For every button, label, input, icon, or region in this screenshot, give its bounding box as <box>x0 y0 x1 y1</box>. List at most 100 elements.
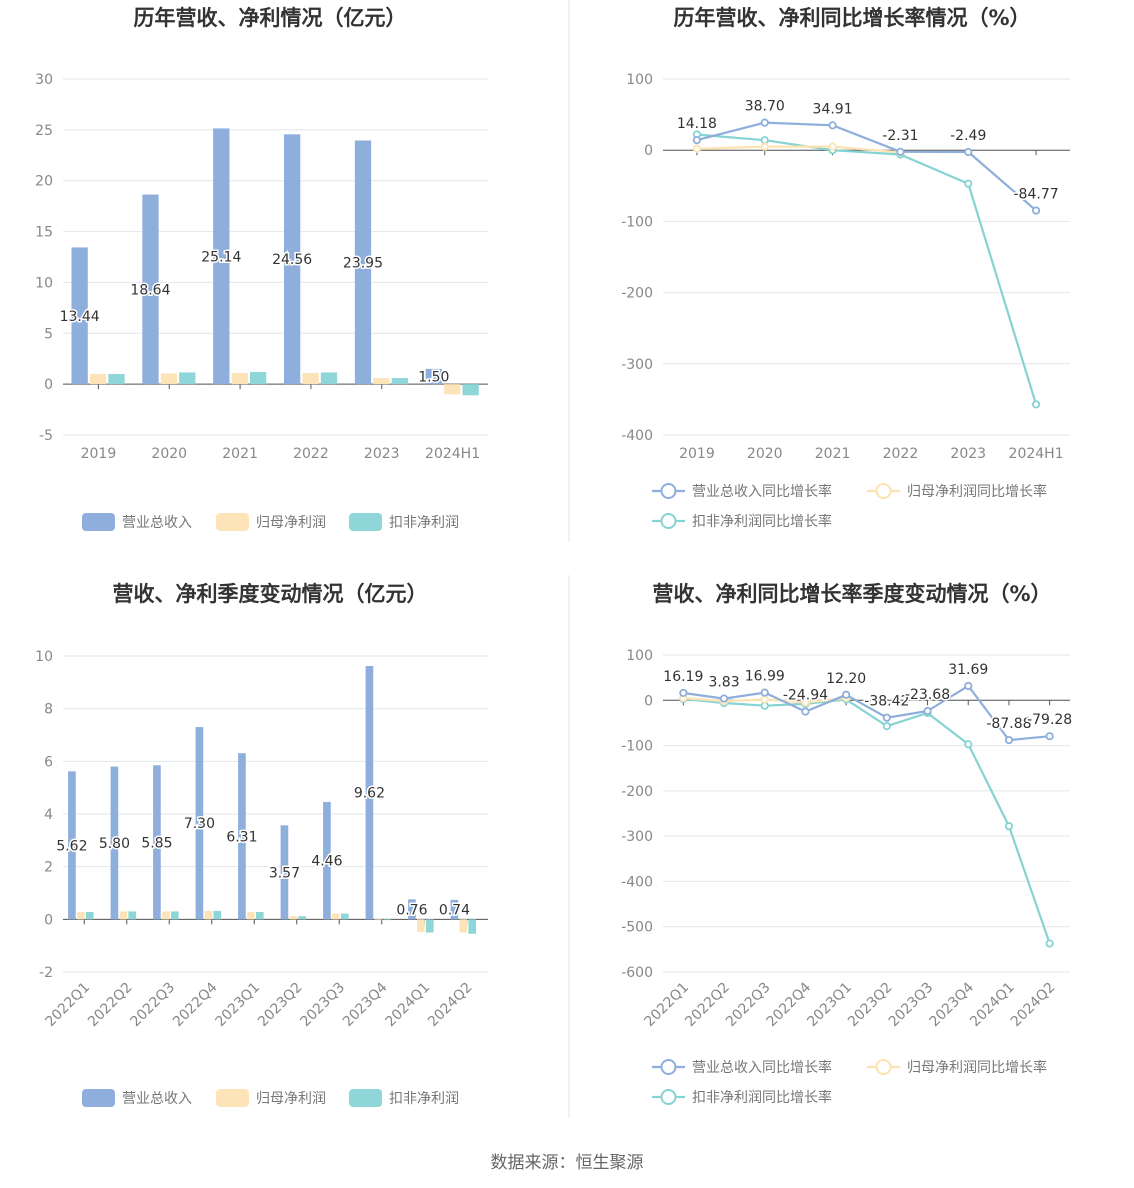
legend-label: 营业总收入同比增长率 <box>692 1059 832 1076</box>
bar-revenue <box>71 247 88 385</box>
data-label: 6.31 <box>226 829 257 845</box>
y-tick-label: -400 <box>621 428 653 444</box>
bar-net-profit <box>417 919 425 932</box>
y-tick-label: -100 <box>621 739 653 755</box>
bar-deducted-profit <box>255 911 264 920</box>
bar-deducted-profit <box>170 911 179 920</box>
x-tick-label: 2023Q4 <box>340 979 391 1030</box>
bar-deducted-profit <box>85 911 94 920</box>
data-label: 38.70 <box>745 99 785 115</box>
bar-deducted-profit <box>391 378 408 385</box>
bar-deducted-profit <box>179 372 196 385</box>
data-label: -38.42 <box>864 694 909 710</box>
x-tick-label: 2024Q1 <box>967 980 1018 1031</box>
x-tick-label: 2023Q3 <box>886 980 937 1031</box>
data-label: 24.56 <box>272 252 312 268</box>
series-point <box>964 179 973 188</box>
legend-swatch-marker <box>660 513 677 529</box>
series-point <box>692 136 702 145</box>
bar-net-profit <box>89 373 107 385</box>
y-tick-label: -200 <box>621 286 653 302</box>
data-label: -84.77 <box>1014 187 1059 203</box>
bar-revenue <box>323 801 331 920</box>
bar-deducted-profit <box>250 371 267 385</box>
series-point <box>760 136 769 145</box>
series-point <box>760 688 769 697</box>
x-tick-label: 2020 <box>747 446 783 462</box>
bar-net-profit <box>373 378 390 385</box>
bar-net-profit <box>444 384 461 395</box>
legend-swatch-marker <box>875 1059 892 1075</box>
x-tick-label: 2024Q1 <box>382 980 433 1031</box>
data-label: 18.64 <box>130 282 170 298</box>
legend-label: 营业总收入同比增长率 <box>692 483 832 500</box>
bar-revenue <box>354 140 372 385</box>
series-point <box>882 713 891 722</box>
bar-deducted-profit <box>320 372 338 385</box>
series-point <box>1045 732 1054 741</box>
legend-swatch <box>216 513 249 531</box>
data-label: -24.94 <box>783 688 828 704</box>
x-tick-label: 2024Q2 <box>1008 980 1059 1031</box>
series-line-revenue <box>683 684 1050 742</box>
x-tick-label: 2019 <box>679 446 715 462</box>
data-label: 0.76 <box>396 902 427 918</box>
bar-net-profit <box>247 911 255 920</box>
series-line-revenue <box>696 121 1037 212</box>
x-tick-label: 2023 <box>950 446 986 462</box>
x-tick-label: 2022Q3 <box>127 980 178 1031</box>
bar-net-profit <box>160 373 178 385</box>
y-tick-label: -400 <box>621 874 653 890</box>
data-label: 9.62 <box>354 786 385 802</box>
data-label: 16.19 <box>663 669 703 685</box>
x-tick-label: 2022Q2 <box>682 980 733 1031</box>
y-tick-label: -600 <box>621 965 653 981</box>
series-point <box>1031 400 1041 409</box>
data-label: 3.57 <box>269 865 300 881</box>
legend-label: 扣非净利润 <box>389 515 459 531</box>
series-point <box>882 721 891 731</box>
series-point <box>964 740 973 749</box>
bar-deducted-profit <box>298 916 307 920</box>
series-point <box>719 694 729 703</box>
series-point <box>1045 939 1054 948</box>
series-point <box>964 147 973 157</box>
legend-label: 扣非净利润同比增长率 <box>692 513 832 530</box>
y-tick-label: 10 <box>35 649 53 665</box>
series-point <box>842 690 851 699</box>
bar-net-profit <box>231 372 248 385</box>
bar-revenue <box>408 899 416 920</box>
bar-revenue <box>213 128 230 385</box>
series-point <box>896 147 905 156</box>
data-label: 0.74 <box>439 903 470 919</box>
x-tick-label: 2024Q2 <box>425 980 476 1031</box>
bar-deducted-profit <box>383 919 392 921</box>
legend-label: 归母净利润同比增长率 <box>907 1059 1047 1076</box>
y-tick-label: -300 <box>621 357 653 373</box>
y-tick-label: 15 <box>35 225 53 241</box>
y-tick-label: -300 <box>621 829 653 845</box>
chart-title-quarterly-amounts: 营收、净利季度变动情况（亿元） <box>113 582 428 606</box>
series-point <box>828 121 837 130</box>
series-point <box>760 118 769 127</box>
bar-deducted-profit <box>128 911 137 920</box>
legend-swatch-marker <box>660 1059 677 1075</box>
x-tick-label: 2024H1 <box>1009 446 1064 462</box>
legend-label: 扣非净利润 <box>389 1091 459 1107</box>
x-tick-label: 2020 <box>151 446 187 462</box>
x-tick-label: 2023Q2 <box>255 980 306 1031</box>
series-point <box>828 142 837 151</box>
legend-swatch-marker <box>660 1089 677 1105</box>
y-tick-label: 6 <box>44 754 53 770</box>
y-tick-label: 0 <box>44 377 53 393</box>
y-tick-label: 10 <box>35 275 53 291</box>
x-tick-label: 2021 <box>222 446 258 462</box>
data-label: -2.31 <box>882 128 918 144</box>
series-point <box>1004 822 1014 831</box>
series-point <box>923 706 932 716</box>
y-tick-label: 2 <box>44 860 53 876</box>
x-tick-label: 2022 <box>883 446 919 462</box>
bar-net-profit <box>302 372 319 385</box>
y-tick-label: 20 <box>35 174 53 190</box>
